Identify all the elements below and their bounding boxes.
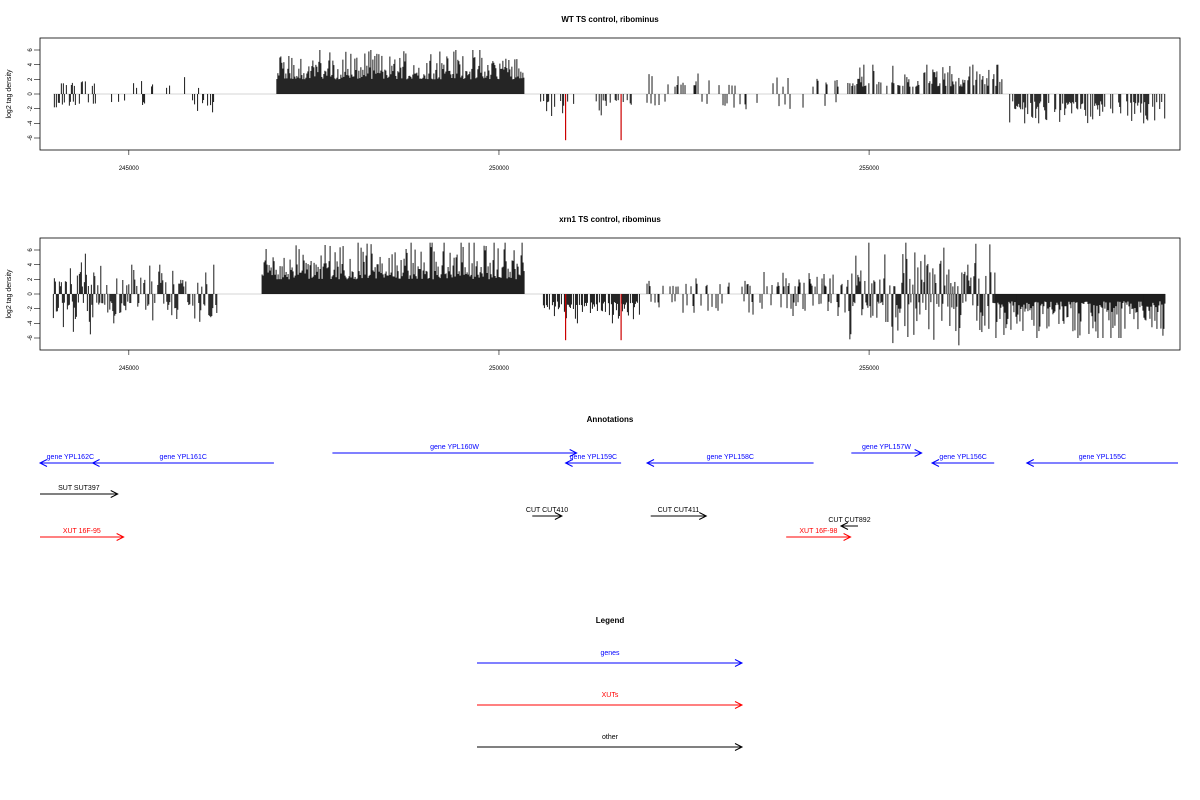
annotation-feature: gene YPL156C: [930, 454, 995, 467]
wt-x-axis: 245000 250000 255000: [119, 150, 880, 172]
legend-arrow-head: [734, 701, 744, 709]
xrn1-y-tick-label: 2: [28, 277, 34, 281]
annotation-feature: gene YPL155C: [1025, 454, 1178, 467]
xrn1-y-tick-label: -6: [28, 335, 34, 341]
annotation-label: gene YPL157W: [862, 444, 911, 451]
wt-y-tick-label: -6: [28, 135, 34, 141]
annotation-label: CUT CUT411: [658, 507, 700, 514]
wt-track-title: WT TS control, ribominus: [561, 15, 659, 24]
xrn1-y-tick-label: -2: [28, 305, 34, 311]
wt-x-tick-label: 255000: [859, 166, 880, 172]
wt-x-tick-label: 245000: [119, 166, 140, 172]
annotation-label: gene YPL162C: [47, 454, 94, 461]
legend-title: Legend: [596, 616, 625, 625]
annotation-feature: XUT 16F-95: [40, 528, 125, 541]
xrn1-y-axis: -6 -4 -2 0 2 4 6: [28, 248, 40, 341]
annotation-feature: CUT CUT411: [650, 507, 708, 520]
annotation-feature: gene YPL161C: [91, 454, 274, 467]
annotation-label: gene YPL155C: [1079, 454, 1126, 461]
legend-arrow-head: [734, 743, 744, 751]
xrn1-x-tick-label: 250000: [489, 366, 510, 372]
wt-y-axis: -6 -4 -2 0 2 4 6: [28, 48, 40, 141]
annotation-label: gene YPL156C: [939, 454, 986, 461]
annotation-feature: gene YPL160W: [332, 444, 578, 457]
legend-item-other: other: [477, 734, 744, 751]
annotation-arrow-head: [930, 459, 940, 467]
annotation-arrow-head: [699, 512, 708, 520]
xrn1-x-axis: 245000 250000 255000: [119, 350, 880, 372]
annotations-panel: Annotations gene YPL162C gene YPL161Cgene…: [38, 415, 1178, 541]
annotations-title: Annotations: [587, 415, 634, 424]
xrn1-y-tick-label: -4: [28, 320, 34, 326]
xrn1-x-tick-label: 245000: [119, 366, 140, 372]
annotation-feature: XUT 16F-98: [786, 528, 852, 541]
annotation-feature: gene YPL159C: [564, 454, 622, 467]
legend-arrow-head: [734, 659, 744, 667]
annotation-arrow-head: [839, 522, 849, 530]
annotation-arrow-head: [914, 449, 923, 457]
legend-items: genes XUTs other: [477, 650, 744, 751]
legend-label: genes: [600, 650, 620, 657]
annotation-arrow-head: [843, 533, 852, 541]
xrn1-y-tick-label: 0: [28, 292, 34, 296]
annotation-label: CUT CUT892: [828, 517, 870, 524]
xrn1-density-bars: [52, 242, 1166, 346]
annotation-arrow-head: [91, 459, 100, 467]
annotation-label: gene YPL159C: [570, 454, 617, 461]
xrn1-track-panel: xrn1 TS control, ribominus log2 tag dens…: [6, 215, 1181, 372]
xrn1-track-title: xrn1 TS control, ribominus: [559, 215, 661, 224]
wt-y-tick-label: 2: [28, 77, 34, 81]
annotation-features: gene YPL162C gene YPL161C gene YPL160W gene…: [38, 444, 1178, 541]
annotation-arrow-head: [554, 512, 564, 520]
annotation-arrow-head: [116, 533, 125, 541]
xrn1-y-axis-label: log2 tag density: [6, 269, 13, 319]
legend-item-XUTs: XUTs: [477, 692, 744, 709]
wt-track-panel: WT TS control, ribominus log2 tag densit…: [6, 15, 1181, 172]
legend-item-genes: genes: [477, 650, 744, 667]
wt-y-axis-label: log2 tag density: [6, 69, 13, 119]
annotation-label: gene YPL158C: [707, 454, 754, 461]
xrn1-y-tick-label: 6: [28, 248, 34, 252]
legend-label: other: [602, 734, 619, 741]
annotation-feature: gene YPL157W: [851, 444, 923, 457]
xrn1-y-tick-label: 4: [28, 262, 34, 266]
xrn1-x-tick-label: 255000: [859, 366, 880, 372]
wt-y-tick-label: 6: [28, 48, 34, 52]
annotation-label: XUT 16F-95: [63, 528, 101, 535]
wt-y-tick-label: 0: [28, 92, 34, 96]
annotation-feature: gene YPL158C: [645, 454, 814, 467]
annotation-feature: gene YPL162C: [38, 454, 101, 467]
wt-y-tick-label: -4: [28, 120, 34, 126]
annotation-feature: CUT CUT410: [526, 507, 568, 520]
wt-x-tick-label: 250000: [489, 166, 510, 172]
annotation-label: gene YPL160W: [430, 444, 479, 451]
annotation-label: XUT 16F-98: [799, 528, 837, 535]
annotation-arrow-head: [569, 449, 578, 457]
annotation-label: SUT SUT397: [58, 485, 100, 492]
annotation-arrow-head: [110, 490, 119, 498]
legend-label: XUTs: [602, 692, 619, 699]
annotation-feature: CUT CUT892: [828, 517, 871, 530]
annotation-arrow-head: [564, 459, 573, 467]
annotation-arrow-head: [1025, 459, 1034, 467]
annotation-arrow-head: [645, 459, 655, 467]
annotation-arrow-head: [38, 459, 48, 467]
wt-density-bars: [53, 50, 1166, 141]
wt-y-tick-label: 4: [28, 62, 34, 66]
wt-y-tick-label: -2: [28, 105, 34, 111]
annotation-label: CUT CUT410: [526, 507, 568, 514]
annotation-feature: SUT SUT397: [40, 485, 119, 498]
legend-panel: Legend genes XUTs other: [477, 616, 744, 751]
annotation-label: gene YPL161C: [160, 454, 207, 461]
